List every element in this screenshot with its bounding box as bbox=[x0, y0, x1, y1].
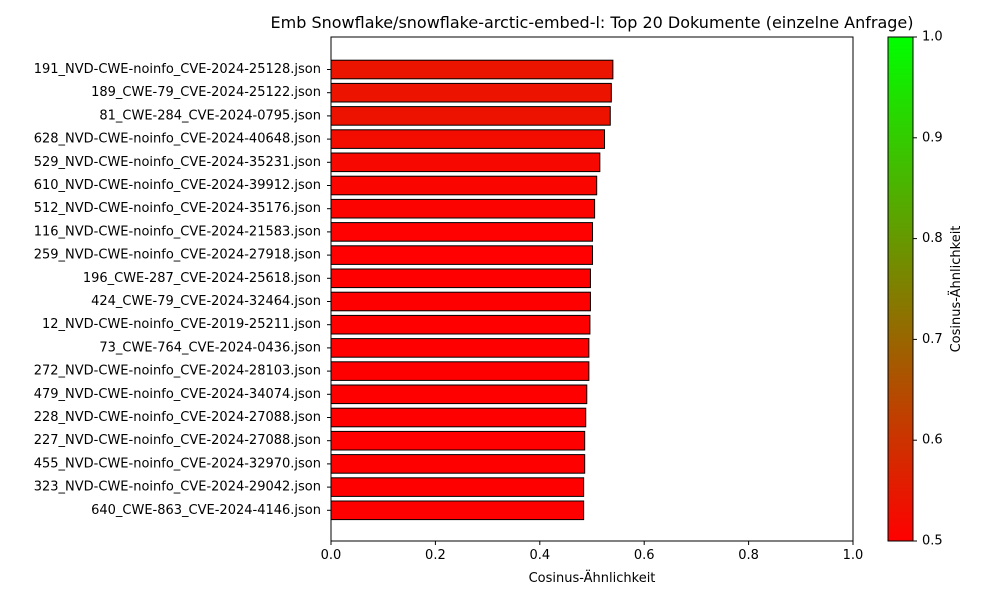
x-axis: 0.0 0.2 0.4 0.6 0.8 1.0 bbox=[321, 541, 864, 563]
chart-title: Emb Snowflake/snowflake-arctic-embed-l: … bbox=[271, 13, 914, 32]
y-tick-label: 323_NVD-CWE-noinfo_CVE-2024-29042.json bbox=[34, 480, 321, 495]
y-tick-label: 189_CWE-79_CVE-2024-25122.json bbox=[91, 85, 321, 100]
bar bbox=[330, 152, 601, 173]
plot-frame bbox=[330, 36, 854, 542]
y-tick-label: 73_CWE-764_CVE-2024-0436.json bbox=[99, 340, 321, 355]
bar bbox=[330, 338, 590, 358]
y-tick-labels: 191_NVD-CWE-noinfo_CVE-2024-25128.json 18… bbox=[34, 62, 331, 518]
bar bbox=[330, 59, 614, 80]
y-tick-label: 640_CWE-863_CVE-2024-4146.json bbox=[91, 503, 321, 518]
y-tick-label: 610_NVD-CWE-noinfo_CVE-2024-39912.json bbox=[34, 178, 321, 193]
bar bbox=[330, 291, 591, 312]
bar bbox=[330, 477, 585, 497]
colorbar-tick-label: 0.8 bbox=[922, 231, 943, 246]
colorbar-label: Cosinus-Ähnlichkeit bbox=[948, 226, 964, 353]
y-tick-label: 272_NVD-CWE-noinfo_CVE-2024-28103.json bbox=[34, 364, 321, 379]
x-tick-label: 0.4 bbox=[529, 548, 550, 563]
bar bbox=[330, 500, 585, 521]
bar bbox=[330, 198, 596, 219]
bar bbox=[330, 384, 588, 405]
bar bbox=[330, 129, 606, 149]
x-tick-label: 0.8 bbox=[738, 548, 759, 563]
bar bbox=[330, 454, 586, 474]
bar bbox=[330, 106, 611, 126]
colorbar-ticks: 0.5 0.6 0.7 0.8 0.9 1.0 bbox=[913, 30, 943, 549]
x-tick-label: 0.2 bbox=[425, 548, 446, 563]
y-tick-label: 455_NVD-CWE-noinfo_CVE-2024-32970.json bbox=[34, 456, 321, 471]
bar bbox=[330, 407, 587, 428]
y-tick-label: 116_NVD-CWE-noinfo_CVE-2024-21583.json bbox=[34, 224, 321, 239]
colorbar: 0.5 0.6 0.7 0.8 0.9 1.0 Cosinus-Ähnlichkeit bbox=[887, 30, 964, 549]
x-tick-label: 1.0 bbox=[843, 548, 864, 563]
x-tick-label: 0.0 bbox=[321, 548, 342, 563]
colorbar-tick-label: 0.6 bbox=[922, 433, 943, 448]
colorbar-tick-label: 0.7 bbox=[922, 332, 943, 347]
colorbar-tick-label: 0.9 bbox=[922, 130, 943, 145]
y-tick-label: 424_CWE-79_CVE-2024-32464.json bbox=[91, 294, 321, 309]
bar bbox=[330, 268, 591, 289]
bar bbox=[330, 82, 612, 103]
y-tick-label: 228_NVD-CWE-noinfo_CVE-2024-27088.json bbox=[34, 410, 321, 425]
y-tick-label: 479_NVD-CWE-noinfo_CVE-2024-34074.json bbox=[34, 387, 321, 402]
x-axis-label: Cosinus-Ähnlichkeit bbox=[529, 570, 656, 586]
bar bbox=[330, 245, 594, 265]
x-tick-label: 0.6 bbox=[634, 548, 655, 563]
y-tick-label: 529_NVD-CWE-noinfo_CVE-2024-35231.json bbox=[34, 155, 321, 170]
y-tick-label: 191_NVD-CWE-noinfo_CVE-2024-25128.json bbox=[34, 62, 321, 77]
bar bbox=[330, 314, 591, 335]
y-tick-label: 628_NVD-CWE-noinfo_CVE-2024-40648.json bbox=[34, 132, 321, 147]
colorbar-tick-label: 0.5 bbox=[922, 534, 943, 549]
y-tick-label: 259_NVD-CWE-noinfo_CVE-2024-27918.json bbox=[34, 248, 321, 263]
y-tick-label: 196_CWE-287_CVE-2024-25618.json bbox=[83, 271, 321, 286]
colorbar-tick-label: 1.0 bbox=[922, 30, 943, 45]
colorbar-gradient bbox=[887, 36, 914, 542]
y-tick-label: 12_NVD-CWE-noinfo_CVE-2019-25211.json bbox=[42, 317, 321, 332]
bars-group bbox=[330, 59, 614, 521]
y-tick-label: 512_NVD-CWE-noinfo_CVE-2024-35176.json bbox=[34, 201, 321, 216]
y-tick-label: 227_NVD-CWE-noinfo_CVE-2024-27088.json bbox=[34, 433, 321, 448]
y-tick-label: 81_CWE-284_CVE-2024-0795.json bbox=[99, 108, 321, 123]
bar bbox=[330, 222, 594, 242]
bar bbox=[330, 175, 598, 196]
bar bbox=[330, 361, 590, 381]
bar bbox=[330, 430, 586, 451]
